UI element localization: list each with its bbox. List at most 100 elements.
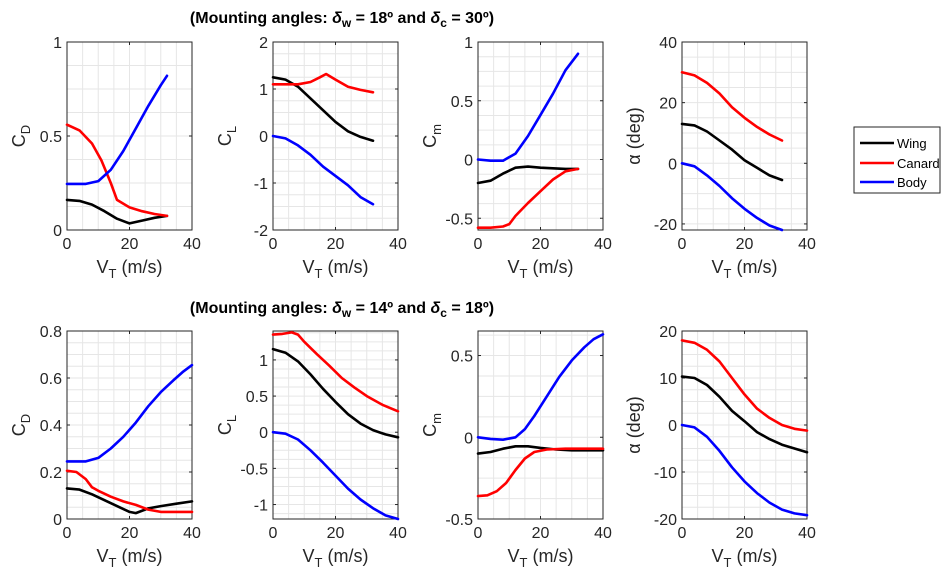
plot-r2-cd-xtick-label: 20 (121, 525, 139, 542)
plot-r1-cm-ytick-label: -0.5 (445, 211, 473, 228)
legend: Wing Canard Body (853, 126, 941, 194)
plot-r2-cm-xlabel: VT (m/s) (508, 546, 574, 570)
plot-r2-cd-xlabel-rest: (m/s) (116, 546, 162, 566)
plot-r1-cd-ylabel-main: C (9, 134, 29, 147)
plot-r2-cd-xlabel-main: V (97, 546, 109, 566)
plot-r2-cl-ytick-label: 0 (259, 425, 268, 442)
legend-label-body: Body (897, 175, 927, 190)
plot-r1-alpha-xtick-label: 20 (736, 236, 754, 253)
plot-r2-alpha-xlabel-sub: T (724, 555, 732, 570)
plot-r2-cd-ytick-label: 0.8 (40, 324, 62, 341)
plot-r2-cd-series-body (65, 363, 194, 463)
plot-r1-cl-xlabel: VT (m/s) (303, 257, 369, 281)
plot-r1-cl-xlabel-main: V (303, 257, 315, 277)
title-sub-w: w (341, 306, 352, 320)
plot-r2-cl: 0 20 40 -1 -0.5 0 0.5 1 VT (m/s) CL (215, 330, 407, 570)
plot-r2-cl-series-canard (271, 331, 400, 413)
plot-r1-cl-xtick-label: 0 (269, 236, 278, 253)
plot-r1-alpha-xlabel-sub: T (724, 266, 732, 281)
plot-r2-alpha-ytick-label: 20 (659, 324, 677, 341)
title-sub-c: c (440, 306, 447, 320)
plot-r2-cm-series-wing (476, 445, 605, 455)
title-suffix: = 30º) (447, 10, 494, 27)
plot-r1-cd-ytick-label: 1 (53, 35, 62, 52)
title-mid: = 14º and (351, 300, 430, 317)
plot-r1-cm-xlabel: VT (m/s) (508, 257, 574, 281)
plot-r1-cd: 0 20 40 0 0.5 1 VT (m/s) CD (9, 35, 201, 281)
plot-r1-cm-ylabel-sub: m (429, 124, 444, 135)
plot-r1-cm-series-wing (476, 165, 580, 185)
plot-r1-cl-ylabel-main: C (215, 133, 235, 146)
plot-r2-cl-ylabel: CL (215, 415, 239, 435)
plot-r1-cm-ylabel-main: C (420, 135, 440, 148)
plot-r2-cl-xlabel-rest: (m/s) (322, 546, 368, 566)
plot-r2-cl-xlabel: VT (m/s) (303, 546, 369, 570)
plot-r2-cm-xtick-label: 0 (474, 525, 483, 542)
plot-r1-cd-xtick-label: 40 (183, 236, 201, 253)
plot-r2-cl-xtick-label: 0 (269, 525, 278, 542)
plot-r1-alpha-series-body (680, 162, 784, 232)
plot-r2-cm-ytick-label: 0 (464, 430, 473, 447)
plot-r2-cl-ylabel-sub: L (224, 415, 239, 422)
plot-r2-cl-xtick-label: 40 (389, 525, 407, 542)
plot-r2-cl-xlabel-sub: T (315, 555, 323, 570)
title-delta-c: δ (430, 300, 440, 317)
plot-r2-cd-xtick-label: 40 (183, 525, 201, 542)
plot-r1-cd-series-body (65, 74, 169, 186)
plot-r1-cm-xtick-label: 0 (474, 236, 483, 253)
title-sub-w: w (341, 16, 352, 30)
plot-r1-cl-xtick-label: 20 (327, 236, 345, 253)
plot-r2-cm-xlabel-main: V (508, 546, 520, 566)
plot-r2-alpha-xtick-label: 40 (798, 525, 816, 542)
plot-r2-alpha-xlabel-rest: (m/s) (731, 546, 777, 566)
plot-r2-alpha-xtick-label: 20 (736, 525, 754, 542)
plot-r1-cl-ytick-label: 0 (259, 129, 268, 146)
plot-r2-cm: 0 20 40-0.500.5VT (m/s)Cm (420, 330, 612, 570)
plot-r1-cl-xlabel-rest: (m/s) (322, 257, 368, 277)
plot-r1-cm-xlabel-main: V (508, 257, 520, 277)
plot-r1-cd-xlabel: VT (m/s) (97, 257, 163, 281)
plot-r2-alpha-xlabel: VT (m/s) (712, 546, 778, 570)
plot-r1-alpha-xlabel: VT (m/s) (712, 257, 778, 281)
plot-r1-cm-series-body (476, 52, 580, 162)
plot-r1-alpha-ytick-label: 40 (659, 35, 677, 52)
plot-r2-cd-ylabel-sub: D (18, 414, 33, 423)
plot-r2-cd-series-wing (65, 487, 194, 515)
plot-r2-cd: 0 20 40 0 0.2 0.4 0.6 0.8 VT (m/s) CD (9, 324, 201, 570)
plot-r1-cm-xlabel-sub: T (520, 266, 528, 281)
plot-r2-cd-xlabel: VT (m/s) (97, 546, 163, 570)
plot-r2-alpha-xlabel-main: V (712, 546, 724, 566)
plot-r2-cd-ytick-label: 0.4 (40, 418, 62, 435)
plot-r2-cl-ytick-label: 1 (259, 353, 268, 370)
plot-r2-cm-series-body (476, 333, 605, 441)
plot-r2-cd-ytick-label: 0.2 (40, 465, 62, 482)
plot-r2-alpha-ytick-label: 10 (659, 371, 677, 388)
title-delta-w: δ (332, 10, 342, 27)
plot-r2-alpha-series-wing (680, 375, 809, 454)
plot-r1-cm-ylabel: Cm (420, 124, 444, 148)
plot-r1-alpha-ylabel: α (deg) (624, 107, 644, 164)
plot-r1-alpha-series-wing (680, 122, 784, 182)
plot-r1-cd-series-wing (65, 198, 169, 225)
title-prefix: (Mounting angles: (190, 300, 332, 317)
plot-r1-cl-series-body (271, 134, 375, 206)
plot-r2-cm-ylabel-sub: m (429, 413, 444, 424)
plot-r1-cl-ytick-label: 1 (259, 82, 268, 99)
plot-r1-cm-xlabel-rest: (m/s) (527, 257, 573, 277)
plot-r2-cd-ylabel: CD (9, 414, 33, 436)
plot-r2-alpha-series-body (680, 423, 809, 517)
plot-r1-cm-series-canard (476, 167, 580, 229)
title-suffix: = 18º) (447, 300, 494, 317)
plot-r2-alpha: 0 20 40 -20 -10 0 10 20 VT (m/s) α (deg) (624, 324, 816, 570)
plot-r2-alpha-xtick-label: 0 (678, 525, 687, 542)
plot-r2-cl-ytick-label: -0.5 (240, 461, 268, 478)
plot-r2-alpha-ytick-label: 0 (668, 418, 677, 435)
plot-r2-cd-ylabel-main: C (9, 423, 29, 436)
plot-r1-cl-xtick-label: 40 (389, 236, 407, 253)
plot-r2-alpha-ytick-label: -20 (654, 512, 677, 529)
plot-r1-cd-ylabel-sub: D (18, 125, 33, 134)
legend-label-canard: Canard (897, 156, 940, 171)
plot-r2-cm-xlabel-sub: T (520, 555, 528, 570)
